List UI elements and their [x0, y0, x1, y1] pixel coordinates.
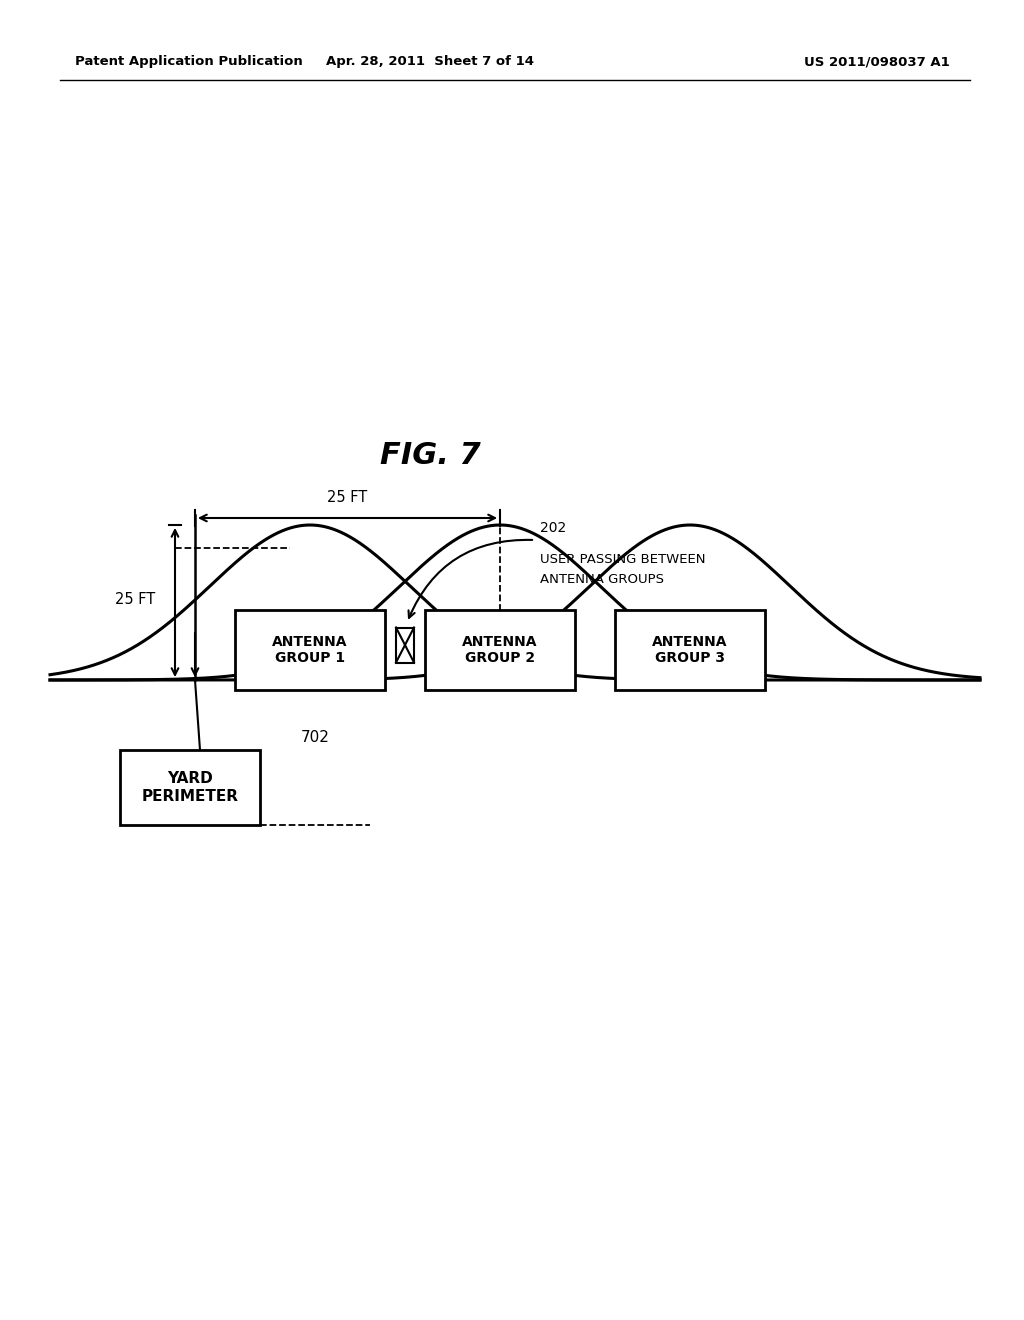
- Text: Apr. 28, 2011  Sheet 7 of 14: Apr. 28, 2011 Sheet 7 of 14: [326, 55, 534, 69]
- Bar: [396, 627, 414, 663]
- Bar: [120, 750, 260, 825]
- Text: Patent Application Publication: Patent Application Publication: [75, 55, 303, 69]
- Text: USER PASSING BETWEEN: USER PASSING BETWEEN: [540, 553, 706, 566]
- Text: ANTENNA
GROUP 1: ANTENNA GROUP 1: [272, 635, 348, 665]
- Text: US 2011/098037 A1: US 2011/098037 A1: [804, 55, 950, 69]
- Text: 25 FT: 25 FT: [327, 490, 368, 506]
- Bar: [234, 610, 385, 690]
- Text: 702: 702: [301, 730, 330, 744]
- Text: 202: 202: [540, 521, 566, 535]
- Text: 25 FT: 25 FT: [115, 593, 155, 607]
- Text: FIG. 7: FIG. 7: [380, 441, 480, 470]
- Bar: [425, 610, 575, 690]
- Text: ANTENNA
GROUP 3: ANTENNA GROUP 3: [652, 635, 728, 665]
- Text: YARD
PERIMETER: YARD PERIMETER: [141, 771, 239, 804]
- Text: ANTENNA
GROUP 2: ANTENNA GROUP 2: [462, 635, 538, 665]
- Text: ANTENNA GROUPS: ANTENNA GROUPS: [540, 573, 664, 586]
- Bar: [615, 610, 765, 690]
